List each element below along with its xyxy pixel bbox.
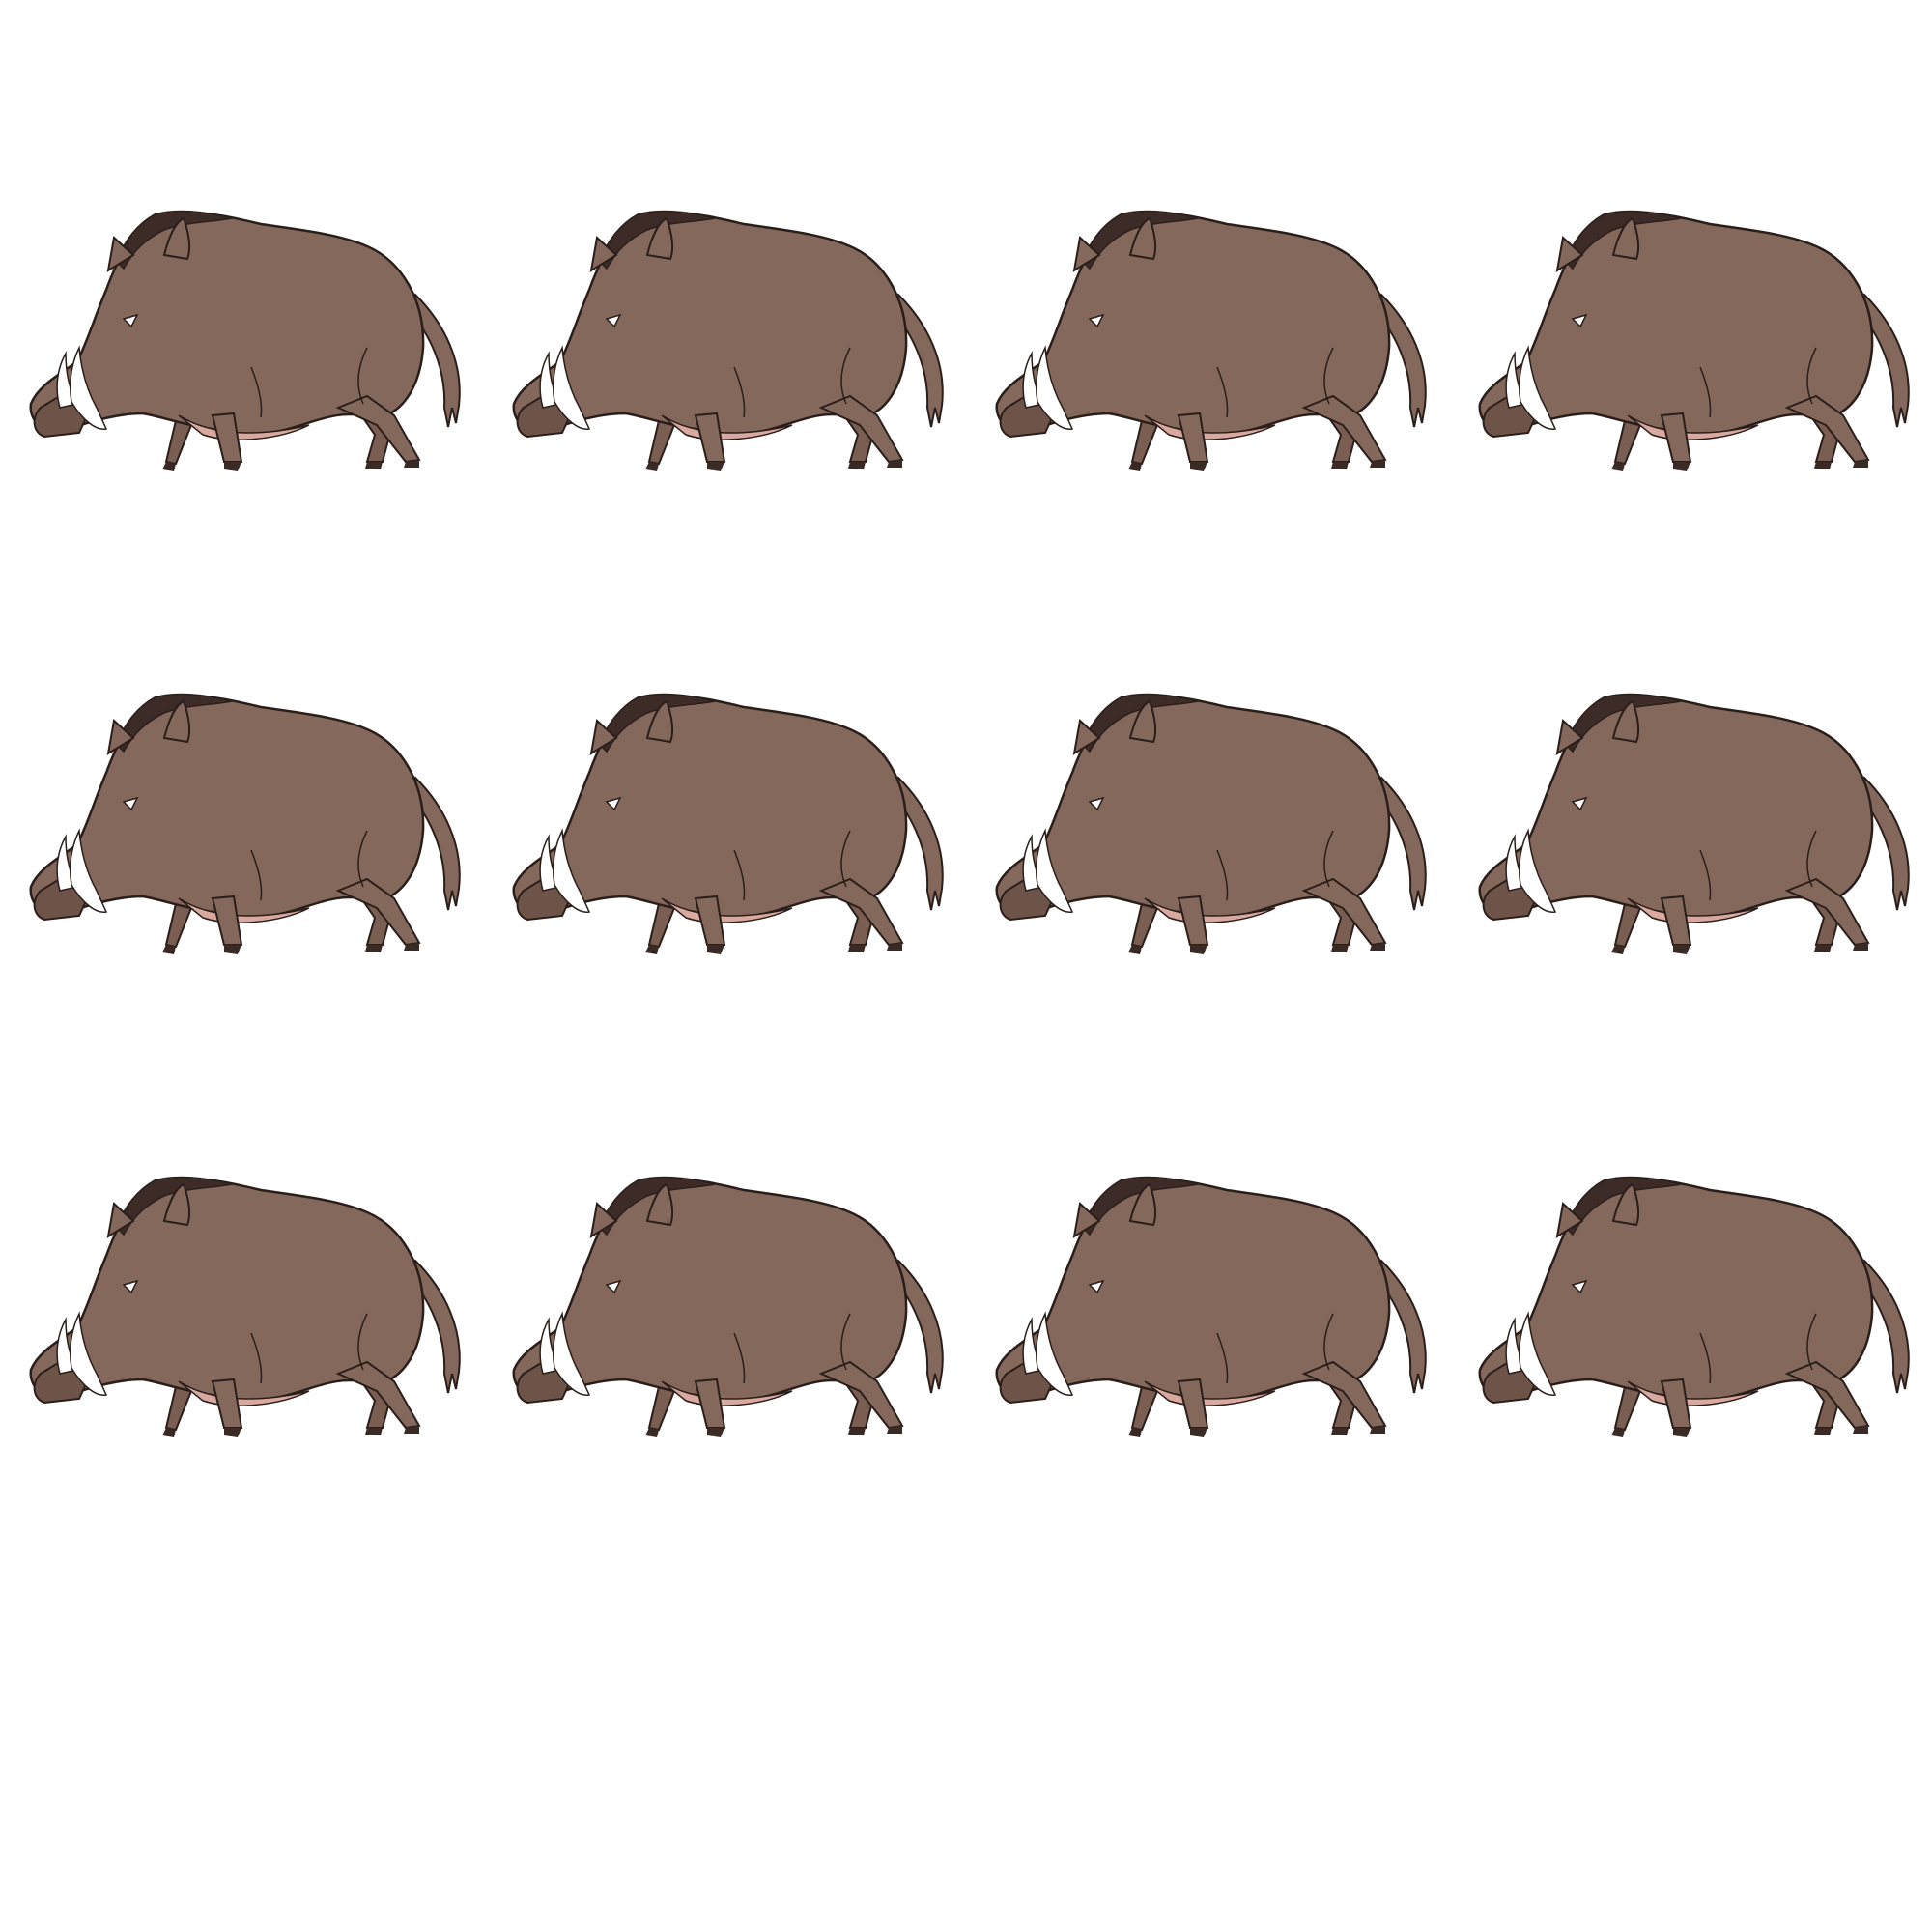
- boar-illustration: [1468, 638, 1932, 956]
- boar-illustration: [502, 155, 966, 473]
- boar-illustration: [1468, 155, 1932, 473]
- boar-illustration: [502, 1121, 966, 1439]
- boar-illustration: [19, 638, 483, 956]
- boar-illustration: [19, 1121, 483, 1439]
- boar-illustration: [1468, 1121, 1932, 1439]
- boar-illustration: [985, 1121, 1449, 1439]
- boar-illustration: [19, 155, 483, 473]
- boar-illustration: [985, 155, 1449, 473]
- boar-illustration: [502, 638, 966, 956]
- boar-illustration: [985, 638, 1449, 956]
